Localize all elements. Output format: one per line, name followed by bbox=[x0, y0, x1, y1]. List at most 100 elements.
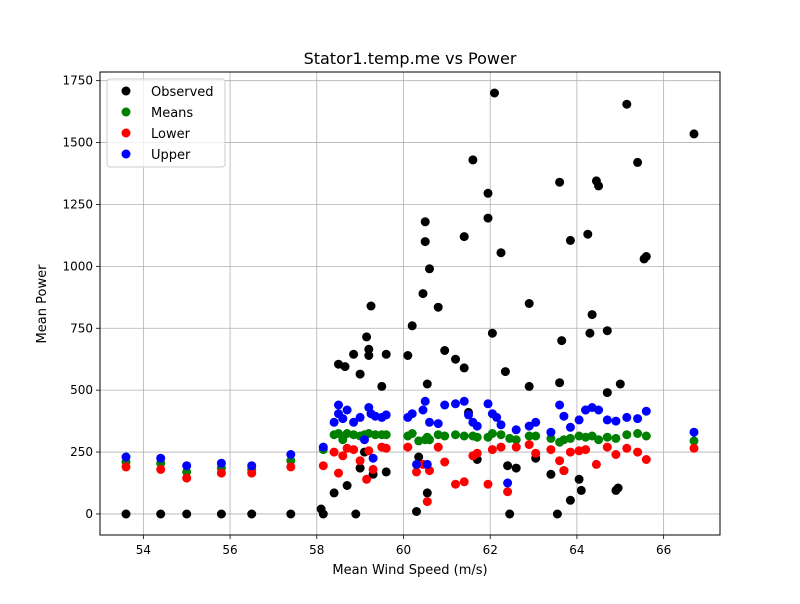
point-lower bbox=[546, 445, 556, 455]
x-axis-label: Mean Wind Speed (m/s) bbox=[332, 563, 487, 578]
point-lower bbox=[349, 445, 359, 455]
legend-label: Lower bbox=[151, 127, 191, 142]
legend: Observed Means Lower Upper bbox=[106, 78, 226, 168]
point-upper bbox=[483, 399, 493, 409]
point-observed bbox=[490, 88, 499, 98]
point-observed bbox=[487, 328, 497, 338]
point-observed bbox=[574, 474, 584, 484]
point-observed bbox=[381, 349, 391, 359]
point-lower bbox=[487, 445, 497, 455]
point-upper bbox=[433, 419, 443, 429]
point-upper bbox=[496, 420, 506, 430]
legend-box bbox=[106, 78, 226, 168]
point-means bbox=[602, 432, 612, 442]
x-tick-label: 64 bbox=[569, 543, 584, 557]
point-upper bbox=[574, 415, 584, 425]
point-upper bbox=[425, 417, 434, 427]
point-observed bbox=[364, 344, 374, 354]
point-upper bbox=[286, 450, 296, 459]
point-lower bbox=[381, 443, 391, 453]
point-upper bbox=[368, 453, 378, 463]
point-upper bbox=[464, 410, 473, 420]
point-upper bbox=[555, 400, 565, 410]
point-lower bbox=[611, 450, 621, 459]
point-observed bbox=[594, 181, 604, 191]
point-observed bbox=[633, 157, 643, 167]
point-observed bbox=[286, 509, 296, 519]
point-means bbox=[622, 430, 632, 440]
point-lower bbox=[483, 479, 493, 489]
point-observed bbox=[381, 467, 391, 477]
point-observed bbox=[524, 299, 534, 308]
point-observed bbox=[247, 509, 257, 519]
point-observed bbox=[414, 452, 424, 462]
point-observed bbox=[483, 188, 493, 198]
point-lower bbox=[412, 467, 421, 477]
point-lower bbox=[531, 448, 541, 458]
y-tick-label: 500 bbox=[70, 383, 93, 397]
series-observed bbox=[121, 88, 699, 519]
point-means bbox=[511, 435, 521, 445]
point-upper bbox=[559, 411, 569, 421]
point-observed bbox=[615, 379, 625, 389]
point-observed bbox=[552, 509, 562, 519]
point-lower bbox=[362, 474, 372, 484]
point-lower bbox=[433, 442, 443, 452]
point-lower bbox=[591, 459, 601, 469]
point-lower bbox=[641, 455, 651, 464]
point-observed bbox=[468, 155, 478, 165]
point-observed bbox=[613, 483, 623, 493]
point-upper bbox=[247, 461, 257, 471]
data-points bbox=[121, 88, 699, 519]
point-upper bbox=[407, 409, 417, 419]
point-observed bbox=[364, 351, 374, 360]
point-means bbox=[689, 436, 699, 446]
point-observed bbox=[583, 229, 593, 239]
legend-marker bbox=[121, 107, 131, 117]
point-means bbox=[531, 431, 541, 441]
y-tick-label: 1000 bbox=[62, 259, 93, 273]
legend-marker bbox=[121, 149, 131, 159]
point-observed bbox=[351, 509, 361, 519]
y-tick-label: 0 bbox=[85, 507, 93, 521]
point-upper bbox=[216, 458, 226, 468]
point-lower bbox=[182, 473, 192, 483]
point-means bbox=[641, 431, 651, 441]
plot-area-frame bbox=[99, 71, 721, 536]
point-means bbox=[472, 432, 482, 442]
y-tick-label: 750 bbox=[70, 321, 93, 335]
point-observed bbox=[422, 488, 432, 498]
point-lower bbox=[472, 448, 482, 458]
point-observed bbox=[340, 362, 350, 372]
point-means bbox=[459, 431, 469, 441]
point-upper bbox=[511, 425, 521, 435]
point-observed bbox=[496, 248, 506, 258]
point-upper bbox=[451, 399, 460, 409]
legend-label: Upper bbox=[151, 148, 191, 163]
point-observed bbox=[420, 217, 430, 227]
legend-marker bbox=[121, 86, 131, 96]
point-means bbox=[381, 430, 391, 440]
point-observed bbox=[318, 509, 328, 519]
x-tick-label: 60 bbox=[396, 543, 411, 557]
point-lower bbox=[602, 442, 612, 452]
point-observed bbox=[342, 481, 352, 490]
point-observed bbox=[555, 378, 565, 388]
point-means bbox=[286, 456, 296, 466]
point-upper bbox=[459, 396, 469, 406]
point-observed bbox=[585, 328, 595, 338]
point-means bbox=[425, 435, 434, 445]
point-observed bbox=[420, 237, 430, 247]
point-observed bbox=[156, 509, 166, 519]
point-upper bbox=[524, 421, 534, 431]
point-means bbox=[440, 431, 450, 441]
point-upper bbox=[641, 406, 651, 416]
point-means bbox=[594, 435, 604, 445]
point-means bbox=[487, 429, 497, 438]
point-upper bbox=[440, 400, 450, 410]
point-observed bbox=[622, 99, 632, 109]
point-lower bbox=[451, 479, 460, 489]
point-observed bbox=[524, 381, 534, 391]
legend-label: Observed bbox=[151, 85, 214, 100]
point-lower bbox=[156, 464, 166, 474]
